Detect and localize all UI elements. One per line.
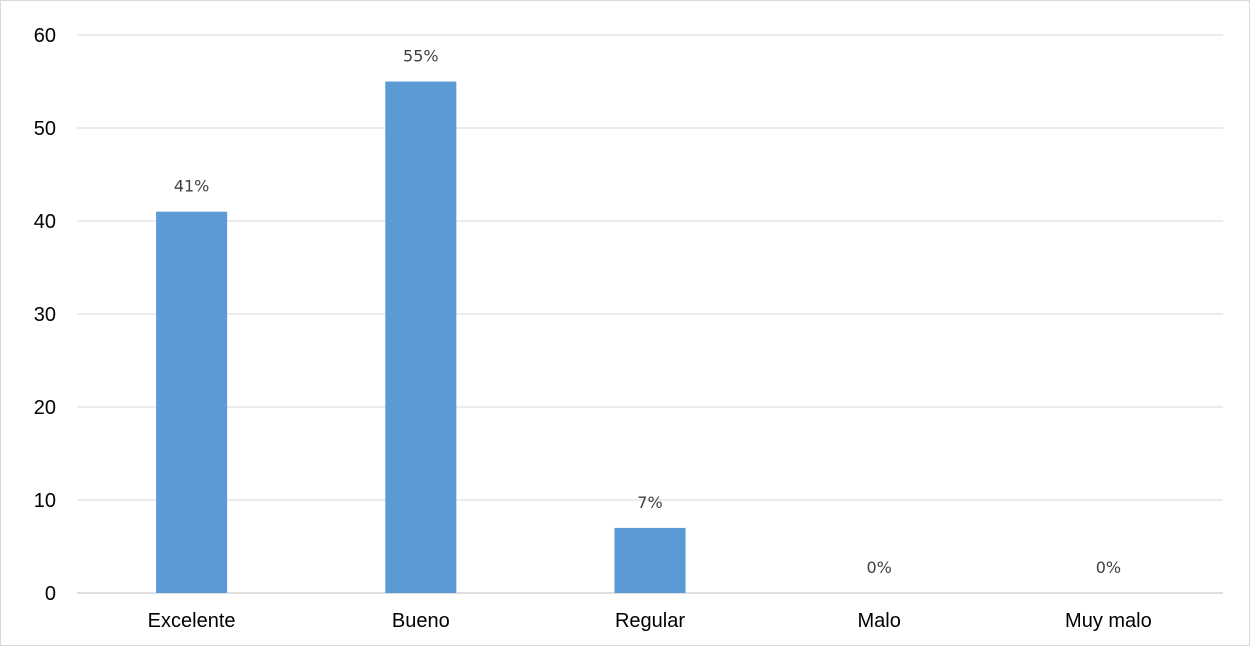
x-tick-label: Regular: [615, 610, 685, 632]
y-tick-label: 60: [34, 25, 56, 47]
bar-regular: [614, 528, 685, 593]
bars: [156, 82, 685, 594]
bar-excelente: [156, 212, 227, 593]
data-label: 0%: [1096, 558, 1121, 577]
x-tick-label: Bueno: [392, 610, 450, 632]
y-tick-label: 30: [34, 304, 56, 326]
data-label: 7%: [637, 493, 662, 512]
data-label: 41%: [174, 177, 210, 196]
y-tick-label: 40: [34, 211, 56, 233]
x-tick-label: Malo: [858, 610, 901, 632]
data-label: 0%: [867, 558, 892, 577]
y-tick-label: 10: [34, 490, 56, 512]
y-tick-label: 20: [34, 397, 56, 419]
bar-bueno: [385, 82, 456, 594]
x-tick-label: Excelente: [148, 610, 236, 632]
data-labels: 41% 55% 7% 0% 0%: [174, 47, 1121, 578]
y-tick-label: 50: [34, 118, 56, 140]
y-axis-ticks: 0 10 20 30 40 50 60: [34, 25, 56, 605]
x-axis-ticks: Excelente Bueno Regular Malo Muy malo: [148, 610, 1152, 632]
y-tick-label: 0: [45, 583, 56, 605]
x-tick-label: Muy malo: [1065, 610, 1152, 632]
data-label: 55%: [403, 47, 439, 66]
